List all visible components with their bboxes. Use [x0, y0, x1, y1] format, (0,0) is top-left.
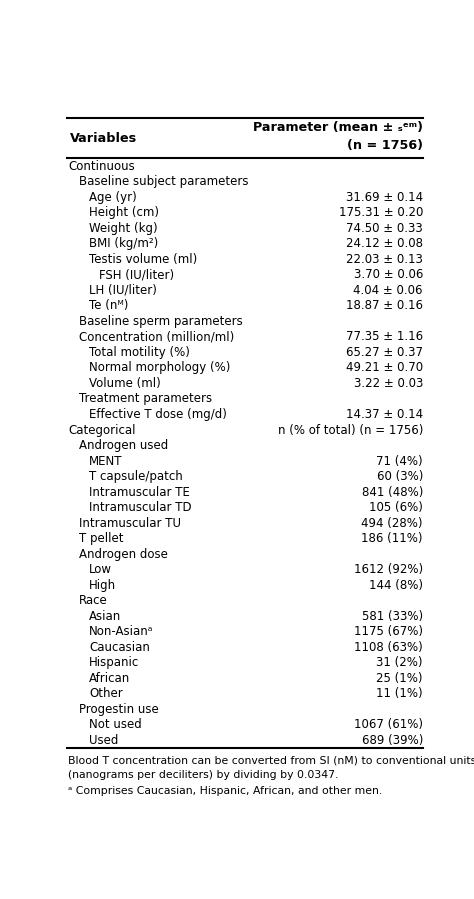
Text: Weight (kg): Weight (kg) — [89, 222, 158, 235]
Text: Intramuscular TD: Intramuscular TD — [89, 501, 191, 514]
Text: Baseline sperm parameters: Baseline sperm parameters — [79, 315, 243, 328]
Text: 24.12 ± 0.08: 24.12 ± 0.08 — [346, 237, 423, 250]
Text: BMI (kg/m²): BMI (kg/m²) — [89, 237, 158, 250]
Text: n (% of total) (n = 1756): n (% of total) (n = 1756) — [278, 423, 423, 437]
Text: 841 (48%): 841 (48%) — [362, 485, 423, 499]
Text: 144 (8%): 144 (8%) — [369, 579, 423, 592]
Text: 49.21 ± 0.70: 49.21 ± 0.70 — [346, 361, 423, 375]
Text: Asian: Asian — [89, 610, 121, 623]
Text: LH (IU/liter): LH (IU/liter) — [89, 284, 157, 297]
Text: Total motility (%): Total motility (%) — [89, 346, 190, 359]
Text: FSH (IU/liter): FSH (IU/liter) — [99, 268, 174, 281]
Text: (nanograms per deciliters) by dividing by 0.0347.: (nanograms per deciliters) by dividing b… — [68, 770, 339, 780]
Text: MENT: MENT — [89, 455, 122, 467]
Text: 65.27 ± 0.37: 65.27 ± 0.37 — [346, 346, 423, 359]
Text: Hispanic: Hispanic — [89, 656, 139, 670]
Text: 11 (1%): 11 (1%) — [376, 688, 423, 700]
Text: Caucasian: Caucasian — [89, 641, 150, 654]
Text: High: High — [89, 579, 116, 592]
Text: 31 (2%): 31 (2%) — [376, 656, 423, 670]
Text: Parameter (mean ± ₛᵉᵐ): Parameter (mean ± ₛᵉᵐ) — [253, 120, 423, 134]
Text: 60 (3%): 60 (3%) — [376, 470, 423, 483]
Text: 25 (1%): 25 (1%) — [376, 672, 423, 685]
Text: 3.22 ± 0.03: 3.22 ± 0.03 — [354, 377, 423, 390]
Text: Other: Other — [89, 688, 123, 700]
Text: 1612 (92%): 1612 (92%) — [354, 563, 423, 576]
Text: 494 (28%): 494 (28%) — [362, 517, 423, 530]
Text: Not used: Not used — [89, 718, 142, 732]
Text: 581 (33%): 581 (33%) — [362, 610, 423, 623]
Text: Age (yr): Age (yr) — [89, 191, 137, 204]
Text: Intramuscular TU: Intramuscular TU — [79, 517, 181, 530]
Text: Androgen used: Androgen used — [79, 439, 168, 452]
Text: 3.70 ± 0.06: 3.70 ± 0.06 — [354, 268, 423, 281]
Text: 689 (39%): 689 (39%) — [362, 734, 423, 747]
Text: 1108 (63%): 1108 (63%) — [354, 641, 423, 654]
Text: Androgen dose: Androgen dose — [79, 547, 168, 561]
Text: Treatment parameters: Treatment parameters — [79, 393, 212, 405]
Text: 22.03 ± 0.13: 22.03 ± 0.13 — [346, 253, 423, 266]
Text: Effective T dose (mg/d): Effective T dose (mg/d) — [89, 408, 227, 421]
Text: 4.04 ± 0.06: 4.04 ± 0.06 — [354, 284, 423, 297]
Text: Race: Race — [79, 594, 108, 607]
Text: Baseline subject parameters: Baseline subject parameters — [79, 175, 248, 188]
Text: 1067 (61%): 1067 (61%) — [354, 718, 423, 732]
Text: Continuous: Continuous — [68, 160, 135, 173]
Text: Categorical: Categorical — [68, 423, 136, 437]
Text: 14.37 ± 0.14: 14.37 ± 0.14 — [346, 408, 423, 421]
Text: Height (cm): Height (cm) — [89, 206, 159, 219]
Text: 77.35 ± 1.16: 77.35 ± 1.16 — [346, 331, 423, 343]
Text: 31.69 ± 0.14: 31.69 ± 0.14 — [346, 191, 423, 204]
Text: Normal morphology (%): Normal morphology (%) — [89, 361, 230, 375]
Text: Testis volume (ml): Testis volume (ml) — [89, 253, 197, 266]
Text: Non-Asianᵃ: Non-Asianᵃ — [89, 626, 154, 638]
Text: Intramuscular TE: Intramuscular TE — [89, 485, 190, 499]
Text: African: African — [89, 672, 130, 685]
Text: 18.87 ± 0.16: 18.87 ± 0.16 — [346, 299, 423, 312]
Text: Variables: Variables — [70, 132, 137, 145]
Text: 71 (4%): 71 (4%) — [376, 455, 423, 467]
Text: Te (nᴹ): Te (nᴹ) — [89, 299, 128, 312]
Text: 175.31 ± 0.20: 175.31 ± 0.20 — [338, 206, 423, 219]
Text: Blood T concentration can be converted from SI (nM) to conventional units: Blood T concentration can be converted f… — [68, 755, 474, 765]
Text: Progestin use: Progestin use — [79, 703, 158, 716]
Text: Volume (ml): Volume (ml) — [89, 377, 161, 390]
Text: 186 (11%): 186 (11%) — [362, 532, 423, 545]
Text: Low: Low — [89, 563, 112, 576]
Text: T capsule/patch: T capsule/patch — [89, 470, 183, 483]
Text: (n = 1756): (n = 1756) — [347, 139, 423, 153]
Text: T pellet: T pellet — [79, 532, 123, 545]
Text: 105 (6%): 105 (6%) — [369, 501, 423, 514]
Text: Used: Used — [89, 734, 118, 747]
Text: ᵃ Comprises Caucasian, Hispanic, African, and other men.: ᵃ Comprises Caucasian, Hispanic, African… — [68, 786, 383, 796]
Text: 1175 (67%): 1175 (67%) — [354, 626, 423, 638]
Text: 74.50 ± 0.33: 74.50 ± 0.33 — [346, 222, 423, 235]
Text: Concentration (million/ml): Concentration (million/ml) — [79, 331, 234, 343]
